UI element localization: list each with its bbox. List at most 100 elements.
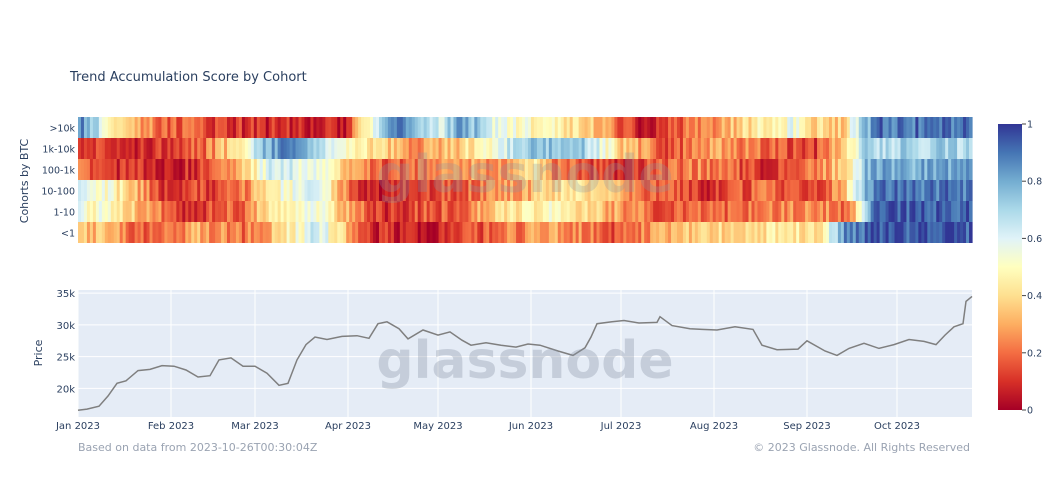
heatmap-cell [80,180,85,201]
heatmap-cell [238,201,243,222]
heatmap-cell [450,201,455,222]
heatmap-cell [405,222,410,243]
heatmap-cell [298,138,303,159]
heatmap-cell [498,180,502,201]
heatmap-cell [548,117,553,138]
heatmap-cell [745,117,750,138]
heatmap-cell [885,201,890,222]
heatmap-cell [828,180,833,201]
heatmap-cell [89,180,94,201]
heatmap-cell [653,159,657,180]
heatmap-cell [307,222,312,243]
heatmap-cell [235,138,240,159]
heatmap-cell [858,159,863,180]
heatmap-cell [563,159,568,180]
heatmap-cell [739,138,744,159]
heatmap-cell [921,159,925,180]
heatmap-cell [733,117,738,138]
heatmap-cell [787,117,791,138]
heatmap-row-label: 10-100 [41,187,75,198]
heatmap-cell [709,159,714,180]
heatmap-cell [370,222,374,243]
heatmap-cell [358,180,362,201]
heatmap-cell [790,138,794,159]
heatmap-cell [730,222,735,243]
heatmap-cell [745,201,750,222]
heatmap-cell [825,138,830,159]
heatmap-cell [480,201,484,222]
heatmap-cell [796,159,800,180]
heatmap-cell [95,201,100,222]
heatmap-cell [527,117,532,138]
heatmap-cell [557,117,562,138]
heatmap-cell [146,222,151,243]
heatmap-cell [587,201,592,222]
heatmap-cell [805,117,809,138]
heatmap-cell [703,138,708,159]
heatmap-row-label: 1k-10k [42,145,75,156]
heatmap-cell [951,180,955,201]
heatmap-cell [149,138,154,159]
heatmap-cell [113,138,118,159]
price-x-tick: Aug 2023 [690,421,738,432]
heatmap-cell [510,201,514,222]
heatmap-cell [605,117,610,138]
heatmap-cell [161,201,166,222]
heatmap-cell [420,201,425,222]
heatmap-cell [125,201,130,222]
heatmap-cell [641,222,645,243]
heatmap-cell [843,201,848,222]
heatmap-cell [736,180,741,201]
heatmap-cell [957,138,961,159]
heatmap-cell [674,159,678,180]
heatmap-cell [346,222,350,243]
heatmap-cell [730,180,735,201]
heatmap-cell [647,201,651,222]
heatmap-cell [748,138,753,159]
heatmap-cell [662,159,666,180]
heatmap-cell [888,180,893,201]
heatmap-cell [709,138,714,159]
heatmap-cell [671,222,675,243]
heatmap-cell [834,222,839,243]
heatmap-cell [757,159,762,180]
heatmap-cell [411,117,416,138]
heatmap-cell [927,159,931,180]
heatmap-cell [128,117,133,138]
heatmap-cell [313,222,317,243]
heatmap-cell [858,138,863,159]
heatmap-cell [513,159,517,180]
heatmap-cell [194,117,198,138]
heatmap-cell [855,201,860,222]
heatmap-cell [101,180,106,201]
price-x-tick: Jun 2023 [508,421,553,432]
heatmap-cell [358,222,362,243]
heatmap-cell [790,159,794,180]
heatmap-cell [712,222,717,243]
heatmap-cell [80,222,85,243]
heatmap-cell [501,159,505,180]
heatmap-cell [507,180,511,201]
heatmap-cell [110,117,115,138]
heatmap-cell [742,117,747,138]
heatmap-cell [754,159,759,180]
heatmap-cell [817,180,821,201]
heatmap-cell [480,138,484,159]
heatmap-cell [617,159,621,180]
heatmap-cell [241,159,246,180]
heatmap-cell [116,159,121,180]
heatmap-cell [417,222,422,243]
heatmap-cell [560,159,565,180]
heatmap-cell [668,201,672,222]
heatmap-cell [283,201,288,222]
heatmap-cell [408,138,413,159]
heatmap-cell [101,138,106,159]
heatmap-cell [763,138,767,159]
heatmap-cell [402,180,407,201]
heatmap-cell [134,180,139,201]
heatmap-cell [158,138,163,159]
heatmap-cell [492,159,496,180]
heatmap-cell [793,117,797,138]
heatmap-cell [352,117,356,138]
heatmap-cell [584,180,589,201]
